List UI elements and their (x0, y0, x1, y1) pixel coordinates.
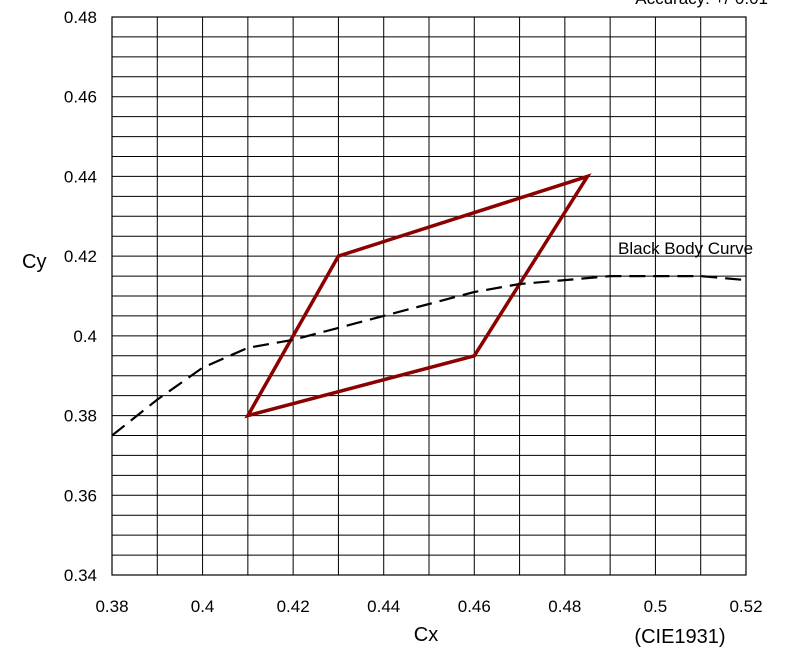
x-axis-title: Cx (414, 624, 438, 646)
ticks-layer: 0.38 0.4 0.42 0.44 0.46 0.48 0.5 0.52 0.34 0.36 0.… (64, 8, 763, 616)
y-tick-label: 0.4 (73, 327, 97, 346)
y-tick-label: 0.38 (64, 407, 97, 426)
x-tick-label: 0.38 (95, 597, 128, 616)
x-tick-label: 0.48 (548, 597, 581, 616)
x-tick-label: 0.5 (644, 597, 668, 616)
cie-note: (CIE1931) (634, 626, 725, 648)
y-tick-label: 0.44 (64, 167, 97, 186)
plot-frame (111, 16, 747, 576)
x-tick-label: 0.52 (729, 597, 762, 616)
y-tick-label: 0.46 (64, 88, 97, 107)
tolerance-quad-line (244, 173, 592, 419)
x-tick-label: 0.42 (277, 597, 310, 616)
grid-layer (111, 16, 747, 576)
y-tick-label: 0.42 (64, 247, 97, 266)
y-tick-label: 0.34 (64, 566, 97, 585)
x-tick-label: 0.44 (367, 597, 400, 616)
black-body-curve-line (111, 275, 747, 437)
y-tick-label: 0.36 (64, 486, 97, 505)
y-tick-label: 0.48 (64, 8, 97, 27)
x-tick-label: 0.4 (191, 597, 215, 616)
series-layer (111, 173, 747, 437)
x-tick-label: 0.46 (458, 597, 491, 616)
y-axis-title: Cy (22, 251, 46, 273)
black-body-curve-label: Black Body Curve (618, 239, 753, 258)
accuracy-note: Accuracy: +/-0.01 (635, 0, 768, 8)
